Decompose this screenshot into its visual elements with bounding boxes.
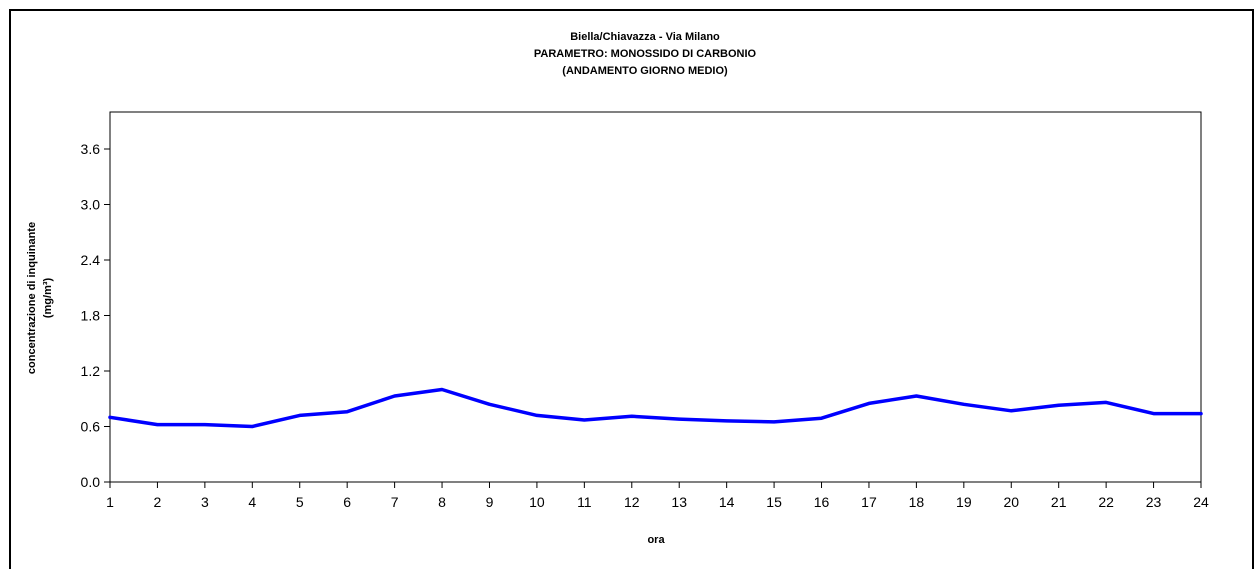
x-tick-label: 22 — [1098, 494, 1114, 510]
y-tick-label: 2.4 — [81, 252, 101, 268]
chart-title: Biella/Chiavazza - Via Milano PARAMETRO:… — [534, 31, 757, 77]
x-axis: 1 2 3 4 5 6 7 8 9 10 11 12 13 14 15 16 17 18 19 20 21 22 23 24 — [106, 482, 1209, 510]
y-tick-label: 0.6 — [81, 419, 101, 435]
x-tick-label: 10 — [529, 494, 545, 510]
y-tick-label: 3.6 — [81, 141, 101, 157]
y-axis: 0.0 0.6 1.2 1.8 2.4 3.0 3.6 — [81, 141, 110, 490]
x-tick-label: 20 — [1003, 494, 1019, 510]
x-tick-label: 3 — [201, 494, 209, 510]
x-tick-label: 15 — [766, 494, 782, 510]
y-axis-title-line-1: concentrazione di inquinante — [26, 222, 38, 374]
x-tick-label: 24 — [1193, 494, 1209, 510]
x-tick-label: 11 — [577, 494, 592, 510]
x-axis-title: ora — [647, 534, 665, 546]
x-tick-label: 4 — [248, 494, 256, 510]
x-tick-label: 1 — [106, 494, 114, 510]
y-tick-label: 1.2 — [81, 363, 101, 379]
x-tick-label: 8 — [438, 494, 446, 510]
plot-area — [109, 111, 1202, 483]
x-tick-label: 18 — [909, 494, 925, 510]
x-tick-label: 19 — [956, 494, 972, 510]
x-tick-label: 9 — [486, 494, 494, 510]
x-tick-label: 6 — [343, 494, 351, 510]
chart-title-line-1: Biella/Chiavazza - Via Milano — [570, 31, 720, 43]
x-tick-label: 7 — [391, 494, 399, 510]
y-axis-title: concentrazione di inquinante (mg/m³) — [26, 222, 54, 374]
y-tick-label: 3.0 — [81, 197, 101, 213]
y-tick-label: 1.8 — [81, 308, 101, 324]
x-tick-label: 2 — [154, 494, 162, 510]
chart-title-line-3: (ANDAMENTO GIORNO MEDIO) — [562, 65, 728, 77]
chart-title-line-2: PARAMETRO: MONOSSIDO DI CARBONIO — [534, 48, 757, 60]
y-axis-title-line-2: (mg/m³) — [42, 278, 54, 319]
x-tick-label: 21 — [1051, 494, 1067, 510]
x-tick-label: 17 — [861, 494, 877, 510]
series-line-0 — [108, 387, 1203, 429]
x-tick-label: 5 — [296, 494, 304, 510]
chart-frame — [9, 9, 1254, 569]
series-layer — [108, 387, 1203, 429]
x-tick-label: 14 — [719, 494, 735, 510]
x-tick-label: 13 — [671, 494, 687, 510]
y-tick-label: 0.0 — [81, 474, 101, 490]
x-tick-label: 23 — [1146, 494, 1162, 510]
x-tick-label: 12 — [624, 494, 640, 510]
x-tick-label: 16 — [814, 494, 830, 510]
